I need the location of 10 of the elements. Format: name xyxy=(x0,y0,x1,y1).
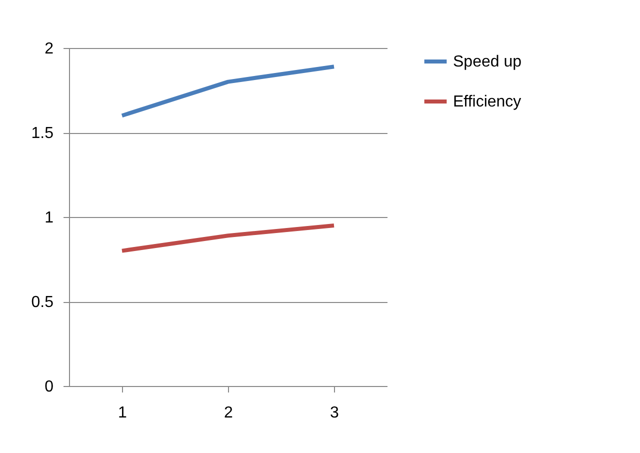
x-tick-label: 1 xyxy=(118,404,128,422)
y-tick-label: 1.5 xyxy=(31,125,54,142)
y-tick-label: 0 xyxy=(44,378,54,396)
y-tick-label: 2 xyxy=(44,40,54,58)
y-tick-label: 0.5 xyxy=(31,294,54,311)
x-tick-label: 3 xyxy=(330,404,340,422)
legend-label: Efficiency xyxy=(453,94,522,110)
y-tick-label: 1 xyxy=(44,210,54,226)
legend-label: Speed up xyxy=(453,54,522,70)
x-tick-label: 2 xyxy=(224,404,234,422)
